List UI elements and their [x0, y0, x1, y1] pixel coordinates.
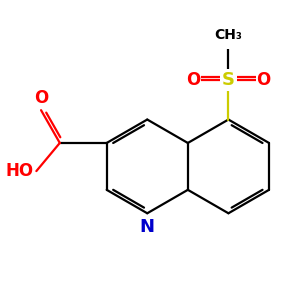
Text: O: O: [34, 89, 48, 107]
Text: CH₃: CH₃: [214, 28, 242, 42]
Text: O: O: [256, 71, 271, 89]
Text: N: N: [140, 218, 155, 236]
Text: O: O: [186, 71, 200, 89]
Text: S: S: [222, 71, 235, 89]
Text: HO: HO: [6, 162, 34, 180]
